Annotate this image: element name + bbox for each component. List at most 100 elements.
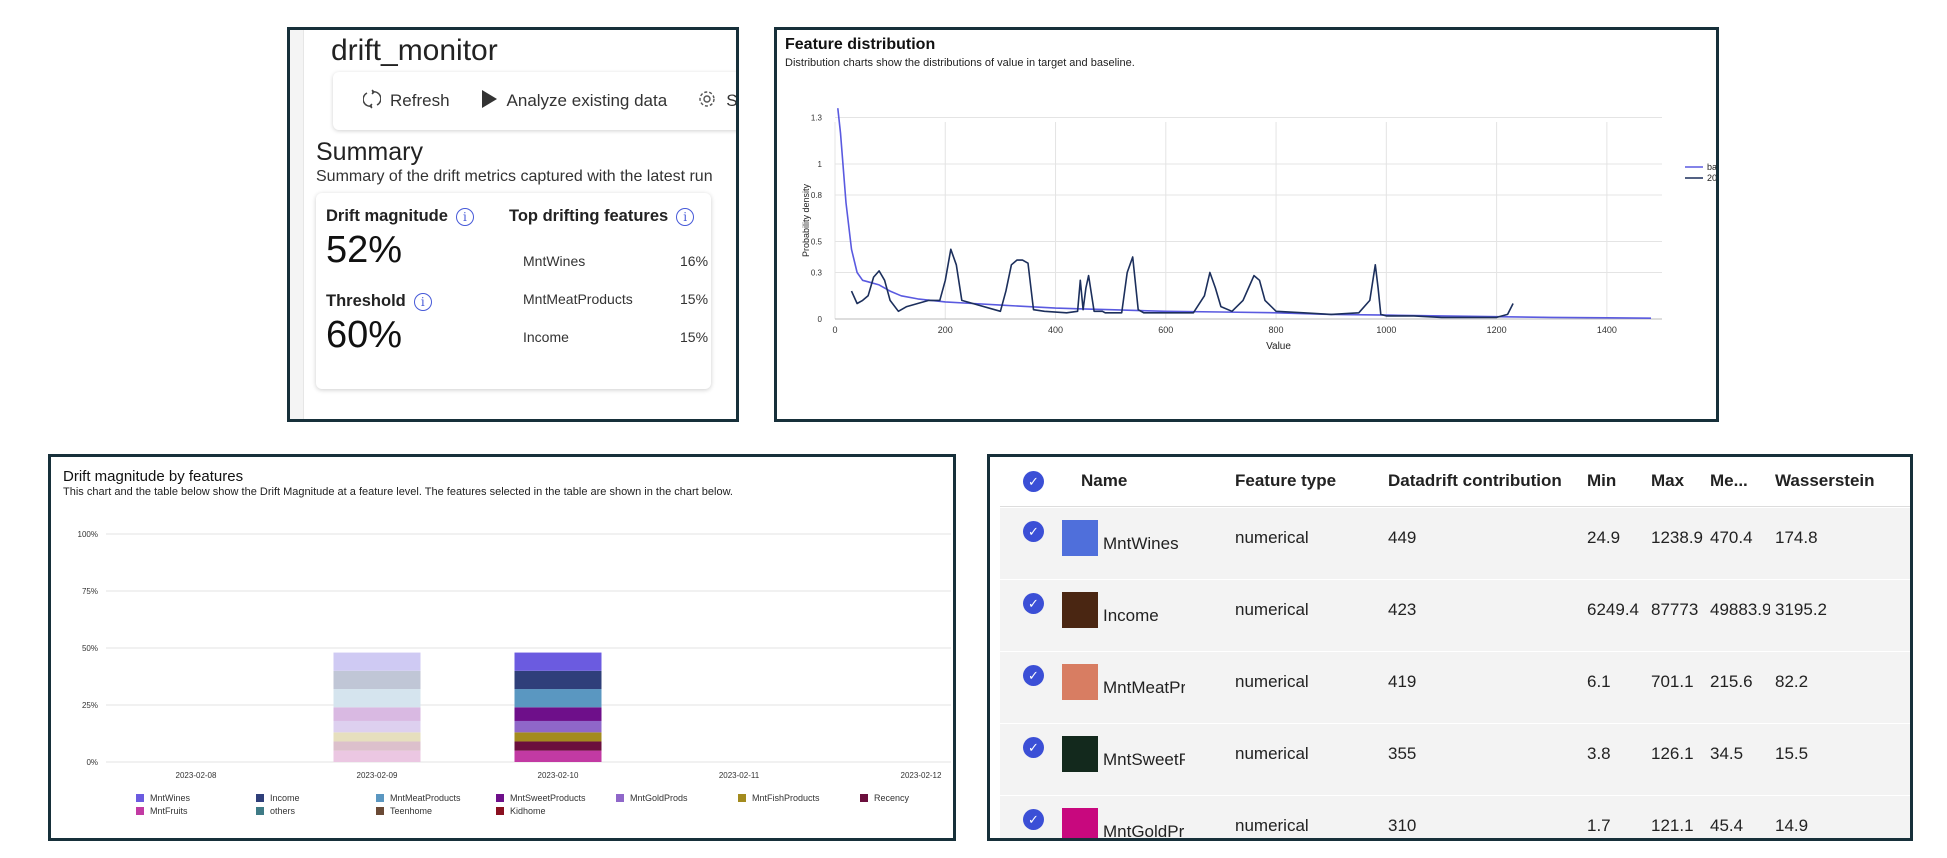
series-line-2023-02-11[interactable] (850, 248, 1514, 319)
table-row[interactable]: ✓ Income numerical 423 6249.4 87773 49883.9 319… (1000, 580, 1910, 652)
x-tick-label: 800 (1269, 325, 1284, 335)
column-header-wasserstein[interactable]: Wasserstein (1775, 471, 1875, 490)
feature-color-swatch (1062, 664, 1098, 700)
drift-chart-title: Drift magnitude by features (63, 468, 244, 485)
cell-contribution: 310 (1388, 816, 1417, 835)
cell-contribution: 449 (1388, 528, 1417, 547)
drift-monitor-panel: drift_monitor Refresh Analyze existing d… (287, 27, 739, 422)
select-all-checkbox[interactable]: ✓ (1023, 471, 1044, 492)
column-header-mean[interactable]: Me... (1710, 471, 1748, 490)
settings-label: S (726, 91, 738, 110)
y-tick-label: 75% (82, 587, 98, 596)
toolbar: Refresh Analyze existing data S (333, 72, 738, 130)
bar-segment-MntWines[interactable] (514, 652, 602, 671)
column-header-name[interactable]: Name (1081, 471, 1128, 490)
row-checkbox[interactable]: ✓ (1023, 809, 1044, 830)
column-header-contribution[interactable]: Datadrift contribution (1388, 471, 1562, 490)
top-feature-pct: 16% (680, 253, 709, 269)
settings-button[interactable]: S (697, 89, 738, 114)
distribution-title: Feature distribution (785, 36, 936, 53)
legend-label[interactable]: others (270, 806, 296, 816)
analyze-button[interactable]: Analyze existing data (480, 89, 668, 114)
legend-label[interactable]: Recency (874, 793, 910, 803)
info-icon[interactable]: i (413, 292, 432, 311)
top-feature-name: MntMeatProducts (523, 291, 633, 307)
info-icon[interactable]: i (455, 207, 474, 226)
bar-segment-MntFishProducts[interactable] (333, 732, 421, 742)
bar-segment-MntFishProducts[interactable] (514, 732, 602, 742)
x-tick-label: 400 (1048, 325, 1063, 335)
bar-segment-Income[interactable] (514, 670, 602, 690)
legend-label[interactable]: 2023-02-11 (1707, 173, 1716, 183)
table-row[interactable]: ✓ MntWines numerical 449 24.9 1238.9 470.4 174.… (1000, 508, 1910, 580)
bar-segment-Income[interactable] (333, 670, 421, 690)
legend-label[interactable]: Kidhome (510, 806, 546, 816)
cell-feature-type: numerical (1235, 528, 1309, 547)
feature-color-swatch (1062, 808, 1098, 838)
y-tick-label: 0.3 (811, 269, 823, 278)
cell-max: 87773 (1651, 600, 1699, 619)
column-header-feature-type[interactable]: Feature type (1235, 471, 1337, 490)
analyze-label: Analyze existing data (506, 91, 668, 110)
legend-label[interactable]: MntFruits (150, 806, 188, 816)
top-feature-pct: 15% (680, 329, 709, 345)
column-header-min[interactable]: Min (1587, 471, 1617, 490)
legend-label[interactable]: MntFishProducts (752, 793, 820, 803)
bar-segment-Recency[interactable] (514, 741, 602, 751)
y-tick-label: 1 (818, 160, 823, 169)
table-header: ✓ Name Feature type Datadrift contributi… (1000, 457, 1910, 507)
drift-magnitude-text: Drift magnitude (326, 207, 448, 225)
legend-label[interactable]: MntGoldProds (630, 793, 688, 803)
top-feature-name: MntWines (523, 253, 586, 269)
cell-min: 3.8 (1587, 744, 1611, 763)
table-row[interactable]: ✓ MntGoldProds numerical 310 1.7 121.1 45.4 14.… (1000, 796, 1910, 841)
legend-swatch (136, 794, 144, 802)
cell-feature-type: numerical (1235, 672, 1309, 691)
bar-segment-MntMeatProducts[interactable] (333, 689, 421, 708)
cell-feature-type: numerical (1235, 600, 1309, 619)
legend-label[interactable]: MntWines (150, 793, 191, 803)
legend-label[interactable]: MntSweetProducts (510, 793, 586, 803)
row-checkbox[interactable]: ✓ (1023, 665, 1044, 686)
top-feature-name: Income (523, 329, 569, 345)
cell-max: 1238.9 (1651, 528, 1703, 547)
row-checkbox[interactable]: ✓ (1023, 737, 1044, 758)
drift-magnitude-label: Drift magnitude i (326, 207, 474, 226)
legend-label[interactable]: Income (270, 793, 300, 803)
column-header-max[interactable]: Max (1651, 471, 1685, 490)
legend-swatch (376, 794, 384, 802)
bar-segment-MntSweetProducts[interactable] (333, 707, 421, 721)
cell-name: MntGoldProds (1103, 822, 1185, 841)
bar-segment-MntMeatProducts[interactable] (514, 689, 602, 708)
feature-color-swatch (1062, 736, 1098, 772)
cell-mean: 34.5 (1710, 744, 1744, 763)
bar-segment-MntFruits[interactable] (333, 750, 421, 762)
cell-name: MntWines (1103, 534, 1179, 553)
table-row[interactable]: ✓ MntMeatProducts numerical 419 6.1 701.1 215.… (1000, 652, 1910, 724)
bar-segment-MntGoldProds[interactable] (514, 720, 602, 733)
legend-swatch (616, 794, 624, 802)
bar-segment-Recency[interactable] (333, 741, 421, 751)
bar-segment-MntGoldProds[interactable] (333, 720, 421, 733)
legend-label[interactable]: MntMeatProducts (390, 793, 461, 803)
info-icon[interactable]: i (676, 207, 695, 226)
drift-magnitude-chart[interactable]: 0% 25% 50% 75% 100% 2023-02-08 2023-02-09 2023-… (51, 457, 953, 838)
feature-color-swatch (1062, 592, 1098, 628)
bar-segment-MntWines[interactable] (333, 652, 421, 671)
row-checkbox[interactable]: ✓ (1023, 593, 1044, 614)
table-row[interactable]: ✓ MntSweetProducts numerical 355 3.8 126.1 34.… (1000, 724, 1910, 796)
cell-max: 121.1 (1651, 816, 1694, 835)
summary-subtitle: Summary of the drift metrics captured wi… (316, 168, 713, 185)
gear-icon (697, 89, 717, 114)
distribution-chart[interactable]: 0 200 400 600 800 1000 1200 1400 0 0.3 0.5 0.8 1 1.3 V… (777, 30, 1716, 419)
row-checkbox[interactable]: ✓ (1023, 521, 1044, 542)
cell-name: MntMeatProducts (1103, 678, 1185, 697)
legend-label[interactable]: baseline (1707, 162, 1716, 172)
bar-segment-MntSweetProducts[interactable] (514, 707, 602, 721)
refresh-button[interactable]: Refresh (362, 88, 450, 114)
cell-min: 24.9 (1587, 528, 1621, 547)
threshold-value: 60% (326, 314, 403, 356)
bar-segment-MntFruits[interactable] (514, 750, 602, 762)
legend-label[interactable]: Teenhome (390, 806, 432, 816)
drift-magnitude-panel: Drift magnitude by features This chart a… (48, 454, 956, 841)
